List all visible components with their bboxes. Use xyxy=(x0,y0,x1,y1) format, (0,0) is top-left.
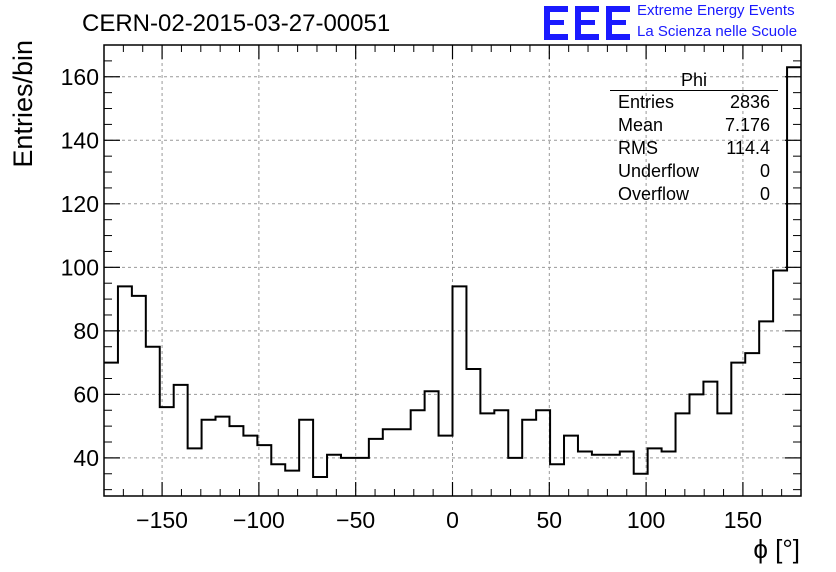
stats-label: Mean xyxy=(618,115,664,135)
histogram-bin xyxy=(118,286,132,496)
histogram-bin xyxy=(536,410,550,496)
histogram-bin xyxy=(243,436,257,496)
y-tick-label: 40 xyxy=(73,445,99,471)
histogram-bin xyxy=(717,413,731,496)
axis-ticks xyxy=(103,44,802,496)
histogram-bin xyxy=(648,448,662,496)
histogram-bin xyxy=(494,410,508,496)
y-axis-label: Entries/bin xyxy=(8,40,38,168)
y-tick-label: 160 xyxy=(61,64,99,90)
histogram-bin xyxy=(397,429,411,496)
stats-row-overflow: Overflow 0 xyxy=(610,183,778,206)
histogram-bin xyxy=(731,363,745,496)
histogram-bin xyxy=(620,452,634,496)
chart-title: CERN-02-2015-03-27-00051 xyxy=(82,10,391,37)
histogram-bin xyxy=(703,382,717,496)
histogram-bin xyxy=(425,391,439,496)
y-tick-label: 80 xyxy=(73,318,99,344)
histogram-bin xyxy=(160,407,174,496)
x-axis-label: ϕ [°] xyxy=(753,534,800,564)
histogram-bin xyxy=(439,436,453,496)
x-tick-label: 50 xyxy=(537,507,563,533)
stats-value: 7.176 xyxy=(724,115,770,135)
stats-row-rms: RMS 114.4 xyxy=(610,137,778,160)
histogram-bin xyxy=(313,477,327,496)
histogram-bin xyxy=(522,420,536,496)
logo-text-line1: Extreme Energy Events xyxy=(637,2,795,19)
x-tick-labels: −150 −100 −50 0 50 100 150 xyxy=(136,507,762,533)
histogram-bin xyxy=(466,369,480,496)
histogram-bin xyxy=(285,471,299,496)
stats-label: Entries xyxy=(618,92,675,112)
histogram-bin xyxy=(564,436,578,496)
y-tick-label: 100 xyxy=(61,254,99,280)
histogram-outline xyxy=(104,66,801,478)
histogram-bin xyxy=(662,452,676,496)
histogram-bin xyxy=(592,455,606,496)
x-tick-label: 0 xyxy=(446,507,459,533)
stats-value: 0 xyxy=(759,184,770,204)
histogram-bin xyxy=(257,445,271,496)
histogram-bin xyxy=(299,420,313,496)
histogram-bin xyxy=(411,410,425,496)
stats-row-underflow: Underflow 0 xyxy=(610,160,778,183)
stats-row-mean: Mean 7.176 xyxy=(610,114,778,137)
x-tick-label: 100 xyxy=(627,507,665,533)
histogram-bin xyxy=(216,417,230,496)
histogram-bin xyxy=(369,439,383,496)
stats-label: Overflow xyxy=(618,184,690,204)
eee-logo xyxy=(544,6,630,40)
histogram-bin xyxy=(355,458,369,496)
histogram-bin xyxy=(453,286,467,496)
histogram-bin xyxy=(146,347,160,496)
y-tick-label: 60 xyxy=(73,381,99,407)
histogram-bin xyxy=(578,452,592,496)
histogram-bin xyxy=(202,420,216,496)
stats-title: Phi xyxy=(610,70,778,91)
histogram-bin xyxy=(773,271,787,497)
stats-value: 2836 xyxy=(729,92,770,112)
histogram-bin xyxy=(271,464,285,496)
y-tick-labels: 40 60 80 100 120 140 160 xyxy=(61,64,99,471)
histogram-bin xyxy=(229,426,243,496)
histogram-bin xyxy=(174,385,188,496)
histogram-bin xyxy=(634,474,648,496)
histogram-bin xyxy=(132,296,146,496)
y-tick-label: 120 xyxy=(61,191,99,217)
stats-row-entries: Entries 2836 xyxy=(610,91,778,114)
histogram-bin xyxy=(676,413,690,496)
histogram-bin xyxy=(745,353,759,496)
stats-label: Underflow xyxy=(618,161,700,181)
stats-value: 0 xyxy=(759,161,770,181)
histogram-bin xyxy=(508,458,522,496)
stats-label: RMS xyxy=(618,138,658,158)
x-tick-label: 150 xyxy=(724,507,762,533)
histogram-bin xyxy=(188,448,202,496)
x-tick-label: −150 xyxy=(136,507,188,533)
stats-value: 114.4 xyxy=(726,138,770,158)
x-tick-label: −100 xyxy=(233,507,285,533)
plot-frame xyxy=(103,44,802,497)
histogram-bin xyxy=(787,67,801,496)
stats-box: Phi Entries 2836 Mean 7.176 RMS 114.4 Un… xyxy=(610,70,778,206)
histogram-bin xyxy=(104,363,118,496)
histogram-bin xyxy=(606,455,620,496)
histogram-bin xyxy=(480,413,494,496)
histogram-bin xyxy=(341,458,355,496)
y-tick-label: 140 xyxy=(61,127,99,153)
histogram-bin xyxy=(327,455,341,496)
histogram-bins xyxy=(104,66,801,497)
histogram-bin xyxy=(550,464,564,496)
logo-text-line2: La Scienza nelle Scuole xyxy=(637,23,798,40)
histogram-bin xyxy=(383,429,397,496)
histogram-bin xyxy=(689,394,703,496)
x-tick-label: −50 xyxy=(336,507,375,533)
histogram-bin xyxy=(759,321,773,496)
